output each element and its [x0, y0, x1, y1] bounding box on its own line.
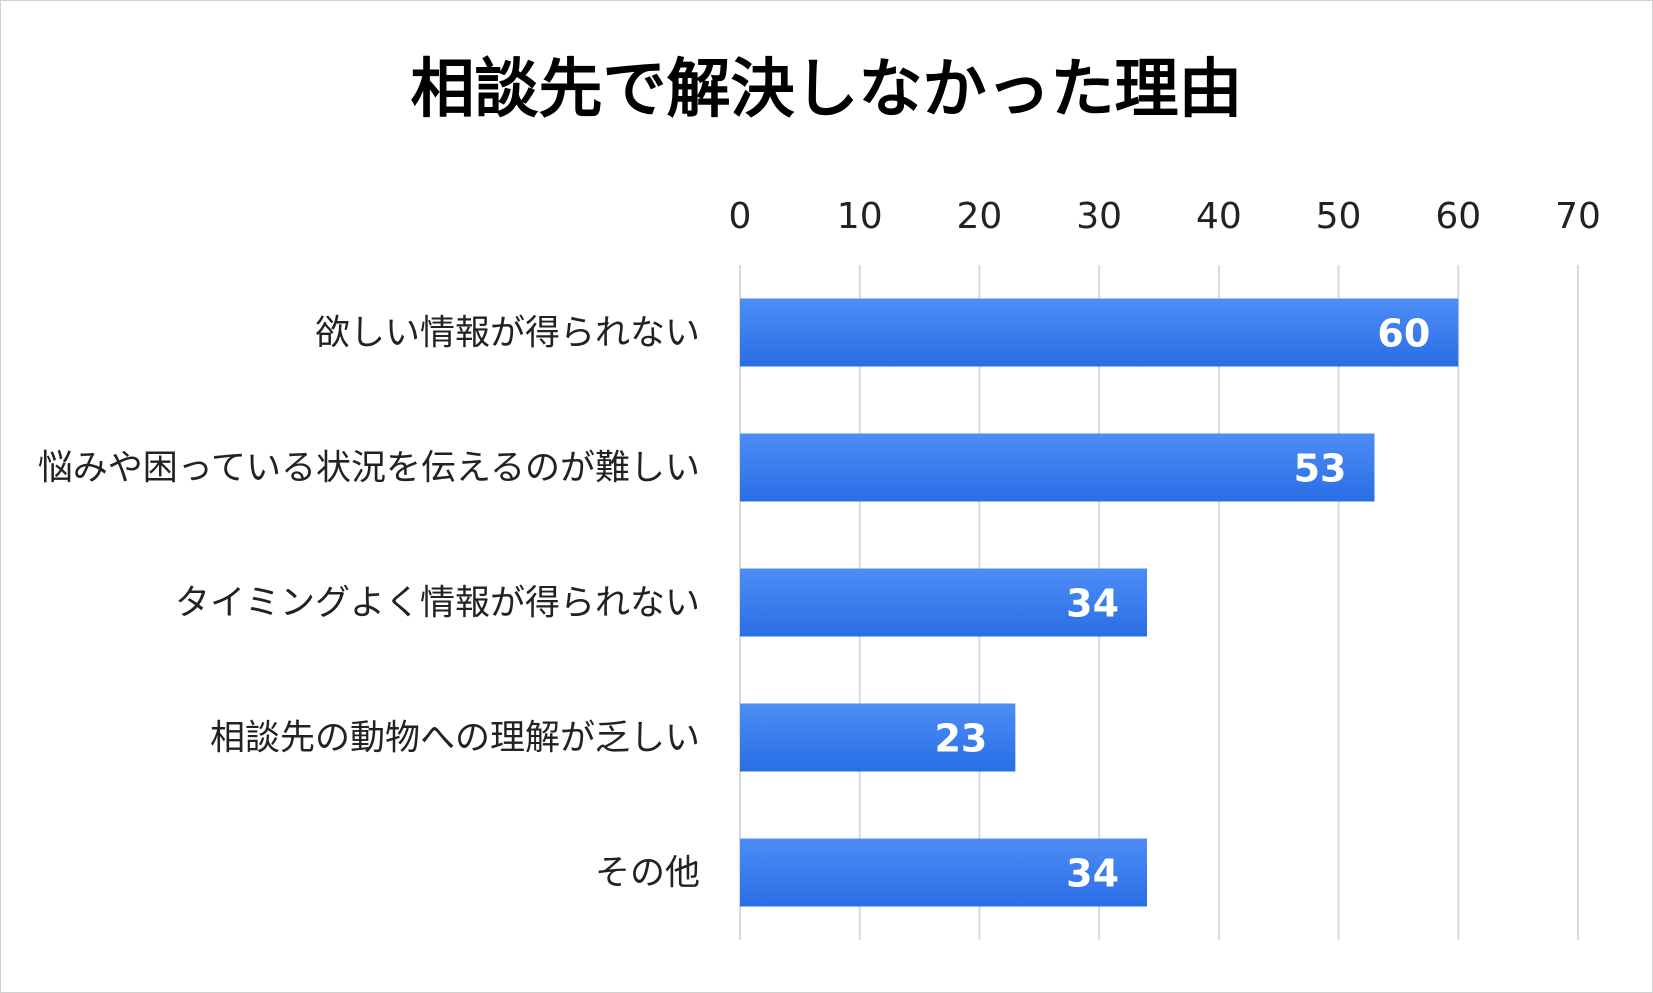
category-label: その他	[595, 854, 700, 894]
data-labels: 60 53 34 23 34	[934, 312, 1430, 896]
x-tick-label: 20	[957, 196, 1003, 237]
category-label: 悩みや困っている状況を伝えるのが難しい	[38, 449, 700, 489]
x-tick-label: 40	[1196, 196, 1242, 237]
x-axis-ticks: 0 10 20 30 40 50 60 70	[729, 196, 1601, 237]
data-label: 34	[1066, 852, 1119, 896]
bar	[740, 433, 1375, 502]
x-tick-label: 10	[837, 196, 883, 237]
x-tick-label: 70	[1555, 196, 1601, 237]
bar	[740, 838, 1148, 907]
x-tick-label: 0	[729, 196, 752, 237]
data-label: 34	[1066, 582, 1119, 626]
data-label: 53	[1294, 447, 1347, 491]
bar	[740, 703, 1016, 772]
data-label: 23	[934, 717, 987, 761]
bar	[740, 298, 1459, 367]
data-label: 60	[1377, 312, 1430, 356]
x-tick-label: 30	[1076, 196, 1122, 237]
bars	[740, 298, 1459, 907]
x-tick-label: 60	[1435, 196, 1481, 237]
category-label: タイミングよく情報が得られない	[175, 584, 700, 624]
category-label: 相談先の動物への理解が乏しい	[210, 719, 700, 759]
category-labels: 欲しい情報が得られない悩みや困っている状況を伝えるのが難しいタイミングよく情報が…	[38, 314, 700, 894]
category-label: 欲しい情報が得られない	[315, 314, 700, 354]
bar	[740, 568, 1148, 637]
x-tick-label: 50	[1316, 196, 1362, 237]
chart-title: 相談先で解決しなかった理由	[410, 53, 1243, 127]
